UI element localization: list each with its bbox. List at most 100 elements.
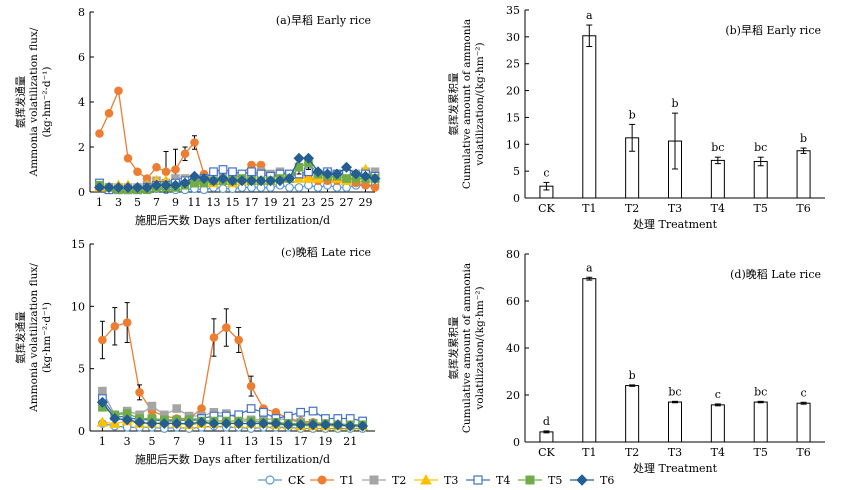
data-point-T1 (161, 167, 171, 177)
chart-title: (a)早稻 Early rice (276, 14, 371, 27)
data-point-T6 (295, 419, 307, 431)
y-axis-label-line: (kg·hm⁻²·d⁻¹) (41, 67, 53, 138)
data-point-T4 (228, 167, 237, 177)
y-tick-label: 0 (78, 186, 85, 199)
x-tick-label: 7 (153, 196, 160, 209)
data-point-T4 (308, 406, 318, 416)
x-tick-label: 1 (96, 196, 103, 209)
data-point-T1 (133, 167, 142, 177)
legend-marker-T4 (473, 475, 483, 485)
x-tick-label: 13 (244, 435, 258, 448)
data-point-T6 (264, 175, 277, 187)
data-point-T1 (122, 318, 132, 327)
y-axis-label-line: 氨挥发累积量 (447, 316, 460, 379)
data-point-T1 (135, 388, 144, 397)
x-tick-label: 9 (198, 435, 205, 448)
data-point-T6 (293, 152, 305, 164)
legend-marker-T2 (369, 475, 379, 485)
bar-T5 (753, 160, 768, 199)
data-point-T6 (350, 168, 362, 180)
x-tick-label: 23 (302, 196, 316, 209)
series-line-T6 (101, 401, 363, 427)
bar-T4 (710, 404, 725, 443)
y-axis-label-line: Ammonia volatilization flux/ (28, 263, 40, 413)
data-point-T6 (160, 179, 172, 191)
data-point-T6 (359, 170, 372, 182)
x-tick-label: T3 (668, 446, 682, 459)
y-axis-label-line: volatilization/(kg·hm⁻²) (474, 286, 486, 410)
y-axis-label-line: Cumulative amount of ammonia (461, 19, 473, 189)
data-point-T1 (123, 153, 133, 163)
data-point-T1 (171, 165, 180, 174)
data-point-T1 (234, 335, 243, 345)
x-tick-label: 5 (148, 435, 155, 448)
data-point-T6 (369, 172, 381, 185)
data-point-T6 (158, 418, 170, 430)
x-tick-label: 3 (115, 196, 122, 209)
data-point-T6 (198, 172, 210, 185)
x-tick-label: 13 (207, 196, 221, 209)
data-point-T1 (197, 404, 206, 413)
data-point-T1 (110, 321, 120, 331)
bar-CK (539, 431, 554, 443)
legend-label: T5 (548, 474, 562, 487)
data-point-T4 (247, 167, 256, 177)
x-tick-label: 17 (245, 196, 259, 209)
x-tick-label: 19 (264, 196, 278, 209)
x-tick-label: T5 (754, 202, 768, 215)
data-point-T6 (340, 161, 353, 173)
panel-d-bar-chart: 0 20 40 60 80 (d)晚稻 Late rice 处理 Treatment 氨挥发累… (447, 248, 825, 475)
significance-letter: a (586, 9, 593, 22)
significance-letter: b (629, 369, 636, 382)
data-point-T6 (357, 420, 369, 432)
series-T1 (98, 302, 367, 430)
data-point-T6 (171, 418, 183, 430)
x-axis-label: 施肥后天数 Days after fertilization/d (135, 453, 330, 466)
data-point-T6 (179, 177, 191, 189)
chart-title: (b)早稻 Early rice (725, 24, 821, 37)
y-tick-label: 10 (506, 138, 520, 151)
significance-letter: c (543, 166, 549, 179)
x-tick-label: T1 (582, 446, 596, 459)
x-tick-label: 11 (219, 435, 233, 448)
x-tick-label: T6 (796, 446, 810, 459)
significance-letter: bc (668, 385, 681, 398)
legend-marker-T6 (576, 474, 588, 486)
y-axis-label-line: Ammonia volatilization flux/ (28, 27, 40, 177)
y-tick-label: 20 (506, 85, 520, 98)
x-tick-label: 15 (226, 196, 240, 209)
legend-marker-T3 (420, 473, 432, 485)
data-point-T1 (104, 108, 114, 118)
data-point-T6 (169, 179, 182, 191)
y-tick-label: 2 (78, 141, 85, 154)
data-point-T6 (319, 419, 331, 431)
data-point-T4 (218, 165, 228, 174)
y-tick-label: 0 (513, 436, 520, 449)
data-point-T2 (172, 404, 182, 413)
data-point-T6 (220, 418, 232, 430)
legend-item-T4: T4 (466, 474, 510, 487)
y-tick-label: 0 (78, 425, 85, 438)
data-point-T5 (342, 174, 351, 183)
legend-label: T4 (496, 474, 510, 487)
x-tick-label: T5 (754, 446, 768, 459)
data-point-T6 (321, 168, 334, 180)
legend-item-CK: CK (258, 474, 305, 487)
data-point-T6 (307, 419, 319, 431)
significance-letter: bc (711, 141, 724, 154)
significance-letter: b (671, 97, 678, 110)
data-point-T6 (183, 418, 195, 430)
data-point-T6 (245, 175, 258, 187)
x-tick-label: 15 (269, 435, 283, 448)
bar-T1 (582, 35, 597, 199)
y-axis-label-line: 氨挥发通量 (14, 311, 27, 364)
x-tick-label: 25 (321, 196, 335, 209)
y-tick-label: 30 (506, 31, 520, 44)
data-point-T1 (209, 333, 219, 342)
chart-title: (d)晚稻 Late rice (730, 268, 821, 281)
significance-letter: d (543, 415, 550, 428)
series-line-T4 (101, 398, 363, 422)
y-axis-label: 氨挥发通量Ammonia volatilization flux/(kg·hm⁻… (14, 27, 53, 177)
